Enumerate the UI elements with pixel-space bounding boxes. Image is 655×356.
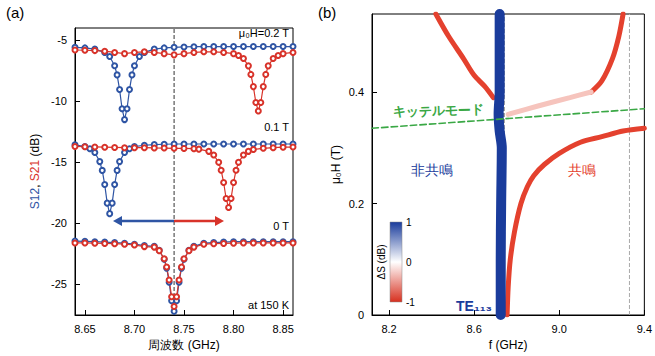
- svg-text:1: 1: [406, 217, 412, 228]
- svg-text:8.80: 8.80: [223, 323, 244, 335]
- svg-text:at 150 K: at 150 K: [248, 299, 290, 311]
- svg-text:TE₁₁₃: TE₁₁₃: [456, 298, 492, 314]
- svg-text:-15: -15: [51, 156, 67, 168]
- svg-text:周波数 (GHz): 周波数 (GHz): [148, 338, 219, 352]
- svg-text:f (GHz): f (GHz): [489, 338, 528, 352]
- svg-text:8.6: 8.6: [466, 323, 481, 335]
- svg-text:ΔS (dB): ΔS (dB): [376, 244, 387, 279]
- svg-text:S21: S21: [28, 159, 42, 181]
- svg-text:非共鳴: 非共鳴: [411, 162, 453, 178]
- svg-text:9.0: 9.0: [552, 323, 567, 335]
- svg-text:-5: -5: [57, 34, 67, 46]
- svg-text:0.2: 0.2: [349, 198, 364, 210]
- svg-text:S12: S12: [28, 188, 42, 210]
- svg-text:キッテルモード: キッテルモード: [393, 102, 484, 120]
- svg-text:8.85: 8.85: [272, 323, 293, 335]
- svg-text:8.65: 8.65: [74, 323, 95, 335]
- svg-text:(dB): (dB): [28, 134, 42, 160]
- svg-text:-10: -10: [51, 95, 67, 107]
- svg-text:9.4: 9.4: [637, 323, 652, 335]
- svg-text:μ₀H (T): μ₀H (T): [329, 145, 343, 184]
- svg-text:共鳴: 共鳴: [568, 162, 596, 178]
- svg-text:(b): (b): [318, 4, 336, 21]
- svg-text:0: 0: [406, 257, 412, 268]
- svg-text:8.75: 8.75: [173, 323, 194, 335]
- svg-text:0: 0: [358, 309, 364, 321]
- svg-text:0 T: 0 T: [273, 220, 289, 232]
- svg-text:0.1 T: 0.1 T: [264, 121, 289, 133]
- svg-text:μ₀H=0.2 T: μ₀H=0.2 T: [239, 27, 289, 39]
- svg-text:-1: -1: [406, 297, 415, 308]
- svg-text:-20: -20: [51, 217, 67, 229]
- svg-text:8.70: 8.70: [124, 323, 145, 335]
- svg-text:(a): (a): [6, 4, 24, 21]
- svg-text:8.2: 8.2: [381, 323, 396, 335]
- svg-text:0.4: 0.4: [349, 86, 364, 98]
- svg-text:,: ,: [28, 181, 42, 188]
- svg-text:-25: -25: [51, 278, 67, 290]
